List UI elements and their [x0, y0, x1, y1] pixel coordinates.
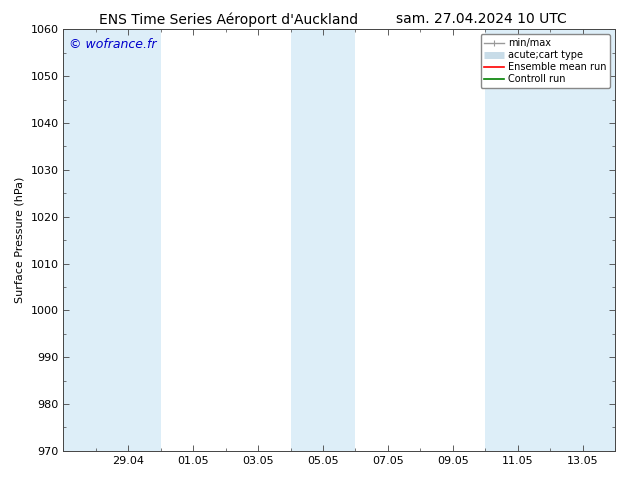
Text: ENS Time Series Aéroport d'Auckland: ENS Time Series Aéroport d'Auckland — [99, 12, 358, 27]
Text: sam. 27.04.2024 10 UTC: sam. 27.04.2024 10 UTC — [396, 12, 567, 26]
Legend: min/max, acute;cart type, Ensemble mean run, Controll run: min/max, acute;cart type, Ensemble mean … — [481, 34, 610, 88]
Bar — [63, 29, 161, 451]
Text: © wofrance.fr: © wofrance.fr — [69, 38, 157, 51]
Bar — [290, 29, 356, 451]
Bar — [485, 29, 615, 451]
Y-axis label: Surface Pressure (hPa): Surface Pressure (hPa) — [15, 177, 25, 303]
